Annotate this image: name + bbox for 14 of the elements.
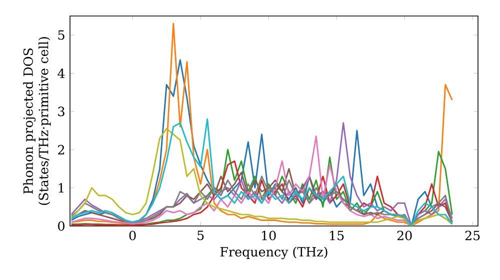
y-tick-label: 0 xyxy=(58,221,64,231)
x-tick-label: 25 xyxy=(465,230,480,240)
y-tick-label: 4 xyxy=(58,68,65,78)
y-tick-label: 1 xyxy=(58,183,64,193)
x-tick-label: 20 xyxy=(397,230,412,240)
x-tick-label: 15 xyxy=(330,230,344,240)
y-tick-label: 3 xyxy=(58,106,64,116)
y-axis-title: Phonon projected DOS (States/THz·primitive cell) xyxy=(23,37,51,205)
y-tick-label: 5 xyxy=(58,30,64,40)
y-tick-label: 2 xyxy=(58,144,64,154)
x-tick-label: 10 xyxy=(262,230,276,240)
x-axis-title: Frequency (THz) xyxy=(220,246,328,260)
x-tick-label: 0 xyxy=(129,230,136,240)
x-tick-label: 5 xyxy=(198,230,204,240)
